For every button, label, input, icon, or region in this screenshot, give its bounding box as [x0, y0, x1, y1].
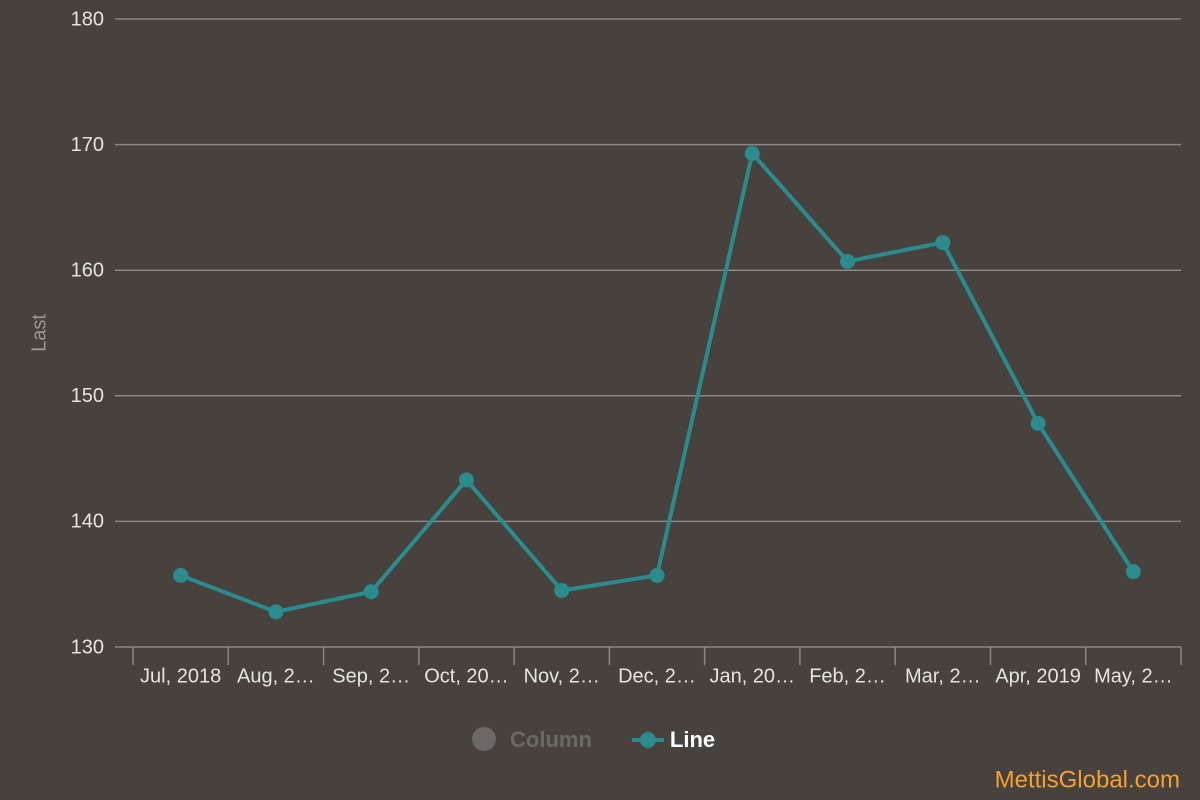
x-tick-label: Oct, 20… [424, 665, 508, 687]
x-tick-label: Nov, 2… [524, 665, 600, 687]
x-tick-label: Feb, 2… [809, 665, 886, 687]
point [649, 567, 665, 583]
y-tick-label: 130 [71, 636, 104, 658]
credit: MettisGlobal.com [995, 766, 1180, 793]
y-tick-label: 170 [71, 134, 104, 156]
x-tick-label: Aug, 2… [237, 665, 315, 687]
legend-symbol [472, 727, 496, 751]
point [554, 582, 570, 598]
y-tick-label: 140 [71, 511, 104, 533]
point [744, 145, 760, 161]
point [1030, 415, 1046, 431]
y-tick-label: 150 [71, 385, 104, 407]
point [935, 235, 951, 251]
point [363, 584, 379, 600]
x-tick-label: Sep, 2… [332, 665, 410, 687]
x-tick-label: May, 2… [1094, 665, 1173, 687]
x-tick-label: Dec, 2… [618, 665, 696, 687]
point [268, 604, 284, 620]
x-tick-label: Apr, 2019 [995, 665, 1081, 687]
x-tick-label: Jan, 20… [709, 665, 795, 687]
point [840, 253, 856, 269]
legend-label: Column [510, 727, 592, 752]
legend-symbol [639, 732, 656, 748]
x-tick-label: Mar, 2… [905, 665, 981, 687]
point [458, 472, 474, 488]
point [173, 567, 189, 583]
legend-label: Line [670, 727, 715, 752]
y-tick-label: 180 [71, 8, 104, 30]
x-tick-label: Jul, 2018 [140, 665, 221, 687]
y-axis-label: Last [28, 314, 50, 352]
y-tick-label: 160 [71, 259, 104, 281]
point [1125, 564, 1141, 580]
